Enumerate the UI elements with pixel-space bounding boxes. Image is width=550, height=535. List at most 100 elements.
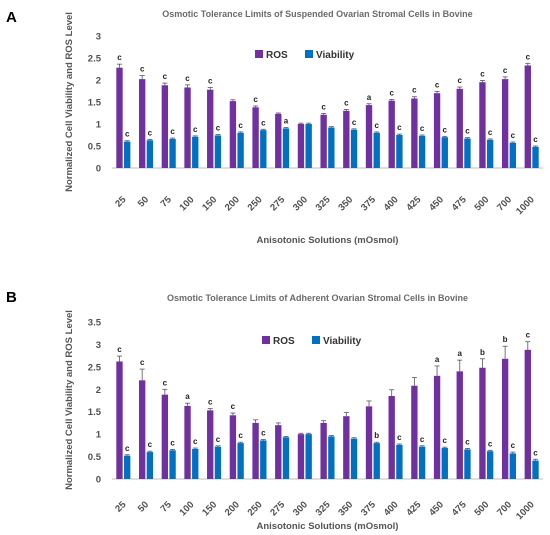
- ros-bar: [388, 396, 395, 479]
- x-tick-label: 350: [336, 194, 355, 213]
- significance-label: c: [117, 53, 122, 62]
- ros-bar: [524, 349, 531, 479]
- viability-bar: [396, 135, 403, 168]
- viability-bar: [328, 127, 335, 168]
- ros-bar: [116, 67, 123, 168]
- x-tick-label: 475: [450, 499, 469, 518]
- y-tick-label: 1: [96, 120, 102, 131]
- x-tick-label: 250: [246, 499, 265, 518]
- x-tick-label: 450: [427, 499, 446, 518]
- significance-label: c: [533, 135, 538, 144]
- significance-label: c: [170, 438, 175, 447]
- x-tick-label: 150: [200, 499, 219, 518]
- viability-bar: [328, 436, 335, 479]
- ros-bar: [184, 405, 191, 479]
- viability-bar: [305, 434, 312, 479]
- x-tick-label: 25: [113, 194, 129, 210]
- ros-bar: [229, 101, 237, 168]
- ros-bar: [207, 89, 214, 168]
- ros-bar: [275, 425, 282, 479]
- significance-label: a: [458, 349, 463, 358]
- significance-label: c: [465, 437, 470, 446]
- ros-bar: [343, 110, 350, 168]
- significance-label: c: [216, 435, 221, 444]
- x-tick-label: 1000: [514, 194, 537, 217]
- legend-label-ros: ROS: [266, 50, 288, 61]
- significance-label: c: [185, 74, 190, 83]
- significance-label: c: [526, 331, 531, 340]
- significance-label: c: [503, 66, 508, 75]
- significance-label: c: [397, 123, 402, 132]
- viability-bar: [373, 132, 380, 168]
- y-tick-label: 3: [96, 340, 101, 351]
- x-tick-label: 275: [268, 499, 287, 518]
- viability-bar: [464, 138, 471, 168]
- x-tick-label: 25: [113, 499, 129, 515]
- ros-bar: [479, 367, 486, 479]
- x-tick-label: 75: [159, 499, 175, 515]
- ros-bar: [343, 416, 350, 479]
- significance-label: c: [216, 124, 221, 133]
- x-tick-label: 350: [336, 499, 355, 518]
- ros-bar: [320, 422, 327, 479]
- x-tick-label: 300: [291, 194, 310, 213]
- viability-bar: [260, 130, 267, 168]
- chart-title: Osmotic Tolerance Limits of Adherent Ova…: [167, 293, 468, 303]
- viability-bar: [192, 448, 199, 479]
- viability-bar: [124, 455, 131, 479]
- significance-label: c: [238, 431, 243, 440]
- significance-label: c: [125, 130, 130, 139]
- viability-bar: [214, 446, 222, 479]
- ros-bar: [207, 410, 214, 479]
- y-tick-label: 3: [96, 32, 101, 43]
- significance-label: c: [193, 125, 198, 134]
- x-tick-label: 150: [200, 194, 219, 213]
- significance-label: c: [526, 52, 531, 61]
- x-tick-label: 700: [495, 499, 514, 518]
- significance-label: c: [140, 358, 145, 367]
- panel-letter: B: [6, 289, 17, 306]
- ros-bar: [365, 406, 373, 479]
- viability-bar: [350, 129, 358, 168]
- chart-panel-b: B Osmotic Tolerance Limits of Adherent Ov…: [6, 289, 543, 532]
- significance-label: c: [125, 444, 130, 453]
- ros-bar: [411, 385, 418, 479]
- significance-label: c: [458, 76, 463, 85]
- x-tick-label: 1000: [514, 499, 537, 522]
- significance-label: c: [208, 76, 213, 85]
- significance-label: c: [238, 121, 243, 130]
- y-axis-label: Normalized Cell Viability and ROS Level: [64, 12, 75, 192]
- x-tick-label: 375: [359, 499, 378, 518]
- significance-label: c: [163, 378, 168, 387]
- y-tick-label: 1.5: [88, 407, 102, 418]
- viability-bar: [214, 135, 222, 168]
- significance-label: c: [488, 439, 493, 448]
- significance-label: c: [193, 437, 198, 446]
- significance-label: c: [148, 440, 153, 449]
- significance-label: c: [443, 436, 448, 445]
- viability-bar: [237, 443, 244, 479]
- ros-bar: [320, 114, 327, 168]
- ros-bar: [275, 113, 282, 168]
- significance-label: c: [253, 95, 258, 104]
- y-axis-label: Normalized Cell Viability and ROS Level: [64, 310, 75, 490]
- ros-bar: [411, 98, 418, 168]
- y-tick-label: 2: [96, 76, 101, 87]
- y-tick-label: 0.5: [88, 142, 102, 153]
- x-tick-label: 500: [472, 499, 491, 518]
- chart-panel-a: A Osmotic Tolerance Limits of Suspended O…: [6, 9, 543, 246]
- y-tick-label: 1: [96, 430, 102, 441]
- viability-bar: [464, 449, 471, 479]
- viability-bar: [509, 142, 517, 168]
- significance-label: c: [533, 448, 538, 457]
- ros-bar: [297, 124, 305, 168]
- viability-bar: [192, 136, 199, 168]
- significance-label: c: [374, 121, 379, 130]
- ros-bar: [252, 422, 259, 479]
- viability-bar: [486, 451, 494, 479]
- ros-bar: [138, 380, 146, 479]
- legend-label-viability: Viability: [316, 50, 355, 61]
- ros-bar: [433, 375, 441, 479]
- y-tick-label: 2.5: [88, 54, 102, 65]
